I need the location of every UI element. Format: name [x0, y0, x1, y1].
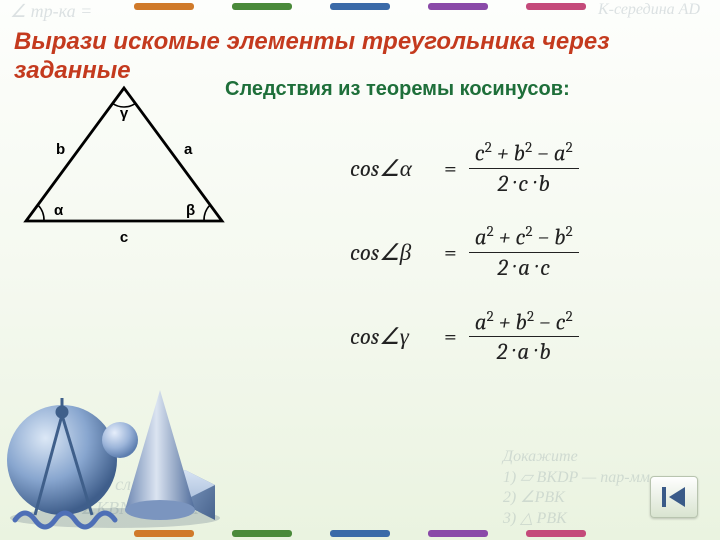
side-a: a — [184, 141, 193, 158]
edge-bar — [428, 3, 488, 10]
shapes-cluster — [0, 320, 240, 530]
formula-lhs: cos∠β — [350, 239, 440, 266]
edge-bar — [134, 530, 194, 537]
triangle-diagram: γ α β b a c — [14, 76, 234, 246]
angle-gamma: γ — [120, 105, 129, 122]
formula-row: cos∠γ= a2 + b2 − c2 2 · a · b — [350, 309, 579, 365]
angle-alpha: α — [54, 202, 64, 219]
formula-row: cos∠β= a2 + c2 − b2 2 · a · c — [350, 224, 579, 280]
formula-lhs: cos∠γ — [350, 323, 440, 350]
subtitle: Следствия из теоремы косинусов: — [225, 78, 570, 101]
denominator: 2 · c · b — [492, 171, 556, 196]
angle-beta: β — [186, 202, 195, 219]
small-sphere-icon — [102, 422, 138, 458]
edge-bar — [232, 3, 292, 10]
cone-icon — [125, 390, 195, 520]
equals-sign: = — [444, 323, 457, 350]
formulas-block: cos∠α=c2 + b2 − a22 · c · bcos∠β=a2 + c2… — [350, 140, 579, 365]
prev-button[interactable] — [650, 476, 698, 518]
edge-bar — [526, 3, 586, 10]
prev-icon — [661, 486, 687, 508]
numerator: a2 + c2 − b2 — [469, 224, 579, 250]
side-c: c — [120, 229, 128, 246]
side-b: b — [56, 141, 65, 158]
denominator: 2 · a · b — [491, 339, 557, 364]
denominator: 2 · a · c — [491, 255, 556, 280]
fraction: a2 + b2 − c2 2 · a · b — [469, 309, 579, 365]
bottom-edge-bars — [0, 530, 720, 537]
edge-bar — [232, 530, 292, 537]
fraction: a2 + c2 − b2 2 · a · c — [469, 224, 579, 280]
equals-sign: = — [444, 155, 457, 182]
edge-bar — [330, 530, 390, 537]
top-edge-bars — [0, 3, 720, 10]
bg-scribble: Докажите 1) ▱ BKDP — пар-мм 2) ∠PBK 3) △… — [503, 447, 650, 530]
formula-row: cos∠α= c2 + b2 − a2 2 · c · b — [350, 140, 579, 196]
numerator: a2 + b2 − c2 — [469, 309, 579, 335]
edge-bar — [526, 530, 586, 537]
equals-sign: = — [444, 239, 457, 266]
edge-bar — [134, 3, 194, 10]
sphere-icon — [7, 405, 117, 515]
edge-bar — [330, 3, 390, 10]
numerator: c2 + b2 − a2 — [469, 140, 579, 166]
edge-bar — [428, 530, 488, 537]
formula-lhs: cos∠α — [350, 155, 440, 182]
fraction: c2 + b2 − a2 2 · c · b — [469, 140, 579, 196]
